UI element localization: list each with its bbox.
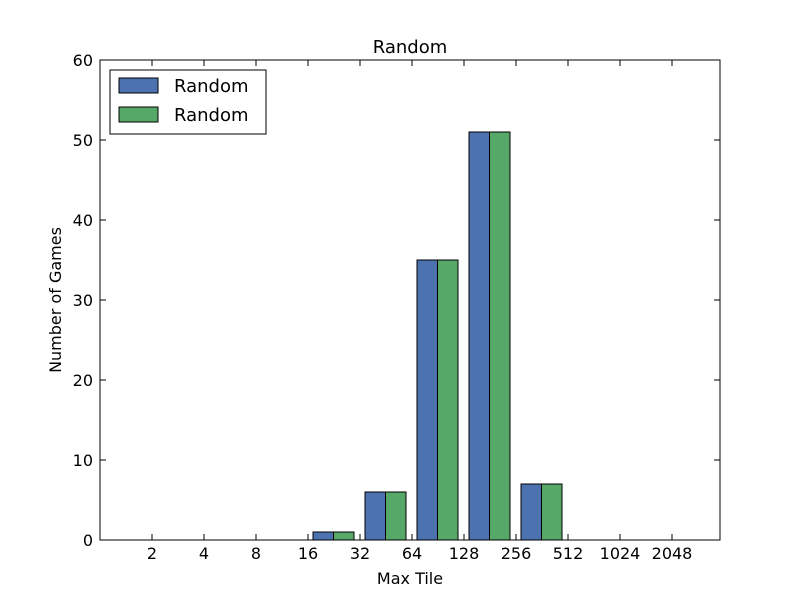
x-tick-label-4: 4 bbox=[199, 544, 209, 563]
y-tick-label-30: 30 bbox=[73, 291, 93, 310]
bars-group bbox=[312, 131, 563, 541]
bar-series-1-16 bbox=[312, 531, 334, 541]
y-axis-ticks: 0 10 20 30 40 50 60 bbox=[73, 51, 720, 550]
x-tick-label-2: 2 bbox=[147, 544, 157, 563]
x-axis-label: Max Tile bbox=[377, 569, 443, 588]
x-tick-label-8: 8 bbox=[251, 544, 261, 563]
bar-series-2-32 bbox=[385, 491, 407, 541]
legend-swatch-series-2 bbox=[118, 106, 159, 123]
x-axis-ticks: 2 4 8 16 32 64 128 256 512 1024 2048 bbox=[147, 60, 692, 563]
legend-label-series-1: Random bbox=[174, 76, 249, 97]
x-tick-label-512: 512 bbox=[553, 544, 584, 563]
bar-series-1-256 bbox=[520, 483, 542, 541]
y-tick-label-20: 20 bbox=[73, 371, 93, 390]
bar-series-2-64 bbox=[437, 259, 459, 541]
y-tick-label-0: 0 bbox=[83, 531, 93, 550]
legend-label-series-2: Random bbox=[174, 105, 249, 126]
bar-series-2-16 bbox=[333, 531, 355, 541]
y-tick-label-40: 40 bbox=[73, 211, 93, 230]
x-tick-label-2048: 2048 bbox=[652, 544, 693, 563]
chart-title: Random bbox=[373, 37, 448, 58]
y-tick-label-10: 10 bbox=[73, 451, 93, 470]
x-tick-label-1024: 1024 bbox=[600, 544, 641, 563]
legend: Random Random bbox=[109, 69, 267, 135]
y-tick-label-60: 60 bbox=[73, 51, 93, 70]
bar-series-1-64 bbox=[416, 259, 438, 541]
legend-swatch-series-1 bbox=[118, 77, 159, 94]
bar-series-2-256 bbox=[541, 483, 563, 541]
x-tick-label-128: 128 bbox=[449, 544, 480, 563]
x-tick-label-256: 256 bbox=[501, 544, 532, 563]
y-tick-label-50: 50 bbox=[73, 131, 93, 150]
bar-series-1-32 bbox=[364, 491, 386, 541]
bar-series-2-128 bbox=[489, 131, 511, 541]
x-tick-label-64: 64 bbox=[402, 544, 422, 563]
y-axis-label: Number of Games bbox=[46, 227, 65, 373]
bar-series-1-128 bbox=[468, 131, 490, 541]
x-tick-label-32: 32 bbox=[350, 544, 370, 563]
x-tick-label-16: 16 bbox=[298, 544, 318, 563]
